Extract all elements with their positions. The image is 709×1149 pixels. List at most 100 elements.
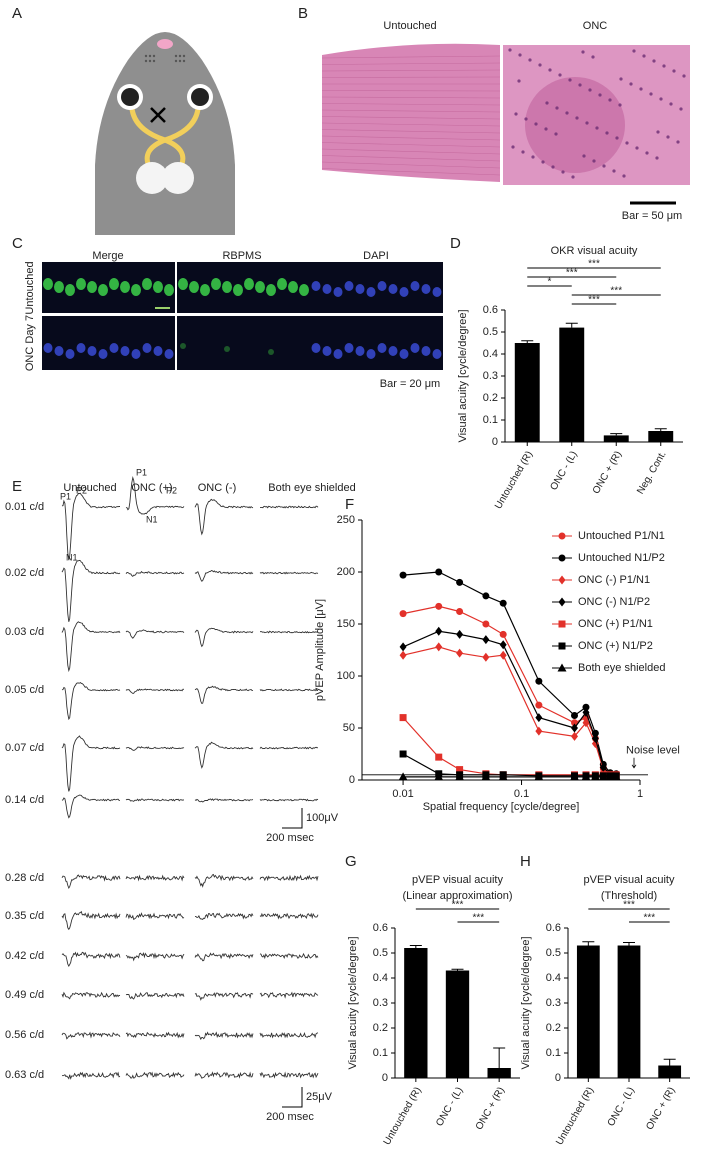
cell: [87, 281, 97, 293]
y-tick-label: 0: [349, 774, 355, 786]
vep-trace: [125, 746, 185, 751]
x-tick-label: 0.01: [392, 788, 413, 800]
nucleus: [662, 64, 666, 68]
significance-label: ***: [588, 295, 600, 306]
bar: [648, 431, 674, 442]
cell: [299, 284, 309, 296]
significance-label: ***: [472, 913, 484, 924]
nucleus: [565, 111, 569, 115]
nucleus: [582, 154, 586, 158]
marker: [435, 642, 443, 652]
whisker-dot: [182, 54, 186, 58]
nucleus: [514, 112, 518, 116]
row-label: 0.49 c/d: [5, 989, 44, 1001]
vep-trace: [61, 991, 121, 1000]
cell: [233, 284, 243, 296]
marker: [590, 772, 600, 781]
vep-trace: [194, 798, 254, 803]
peak-label: P1: [136, 467, 147, 477]
cell: [153, 281, 163, 293]
marker: [435, 568, 443, 576]
panel-label: B: [298, 5, 308, 22]
nucleus: [109, 343, 119, 353]
y-tick-label: 0.3: [483, 370, 498, 382]
bar: [576, 945, 600, 1078]
nucleus: [142, 343, 152, 353]
panel-label: F: [345, 496, 354, 513]
nucleus: [659, 97, 663, 101]
y-tick-label: 0.3: [546, 997, 561, 1009]
x-tick-label: 0.1: [514, 788, 529, 800]
significance-label: *: [548, 277, 552, 288]
error-bar: [521, 340, 534, 343]
nucleus: [322, 346, 332, 356]
significance-label: ***: [588, 259, 600, 270]
y-tick-label: 0.1: [373, 1047, 388, 1059]
panel-label: G: [345, 853, 357, 870]
marker: [558, 642, 566, 650]
y-tick-label: 0.4: [483, 348, 498, 360]
whisker-dot: [144, 59, 148, 63]
nucleus: [366, 349, 376, 359]
x-tick-label: 1: [637, 788, 643, 800]
nucleus: [615, 136, 619, 140]
cell: [120, 281, 130, 293]
vep-trace: [194, 1071, 254, 1079]
nucleus: [655, 156, 659, 160]
tissue-streak: [321, 69, 501, 72]
marker: [399, 571, 407, 579]
nucleus: [541, 160, 545, 164]
marker: [499, 650, 507, 660]
nucleus: [377, 343, 387, 353]
column-title: Both eye shielded: [268, 482, 355, 494]
nucleus: [511, 145, 515, 149]
chart-title: pVEP visual acuity: [412, 874, 503, 886]
tissue-streak: [321, 129, 501, 134]
y-tick-label: 0: [492, 436, 498, 448]
tissue-streak: [321, 90, 501, 92]
y-tick-label: 0: [382, 1072, 388, 1084]
x-tick-label: Neg. Cont.: [635, 449, 668, 496]
marker: [435, 602, 443, 610]
vep-trace: [259, 571, 319, 575]
row-label: 0.02 c/d: [5, 567, 44, 579]
y-tick-label: 250: [337, 514, 355, 526]
vep-trace: [125, 1031, 185, 1039]
cell: [200, 284, 210, 296]
cell: [180, 343, 186, 349]
marker: [399, 750, 407, 758]
bar: [404, 948, 428, 1078]
row-label: 0.35 c/d: [5, 910, 44, 922]
nucleus: [43, 343, 53, 353]
bar: [487, 1068, 511, 1078]
marker: [434, 772, 444, 781]
marker: [535, 701, 543, 709]
annotation: Noise level: [626, 745, 680, 757]
y-tick-label: 0.3: [373, 997, 388, 1009]
nucleus: [656, 130, 660, 134]
vep-trace: [259, 1032, 319, 1039]
y-axis-label: Visual acuity [cycle/degree]: [520, 936, 532, 1069]
cell: [268, 349, 274, 355]
nucleus: [645, 151, 649, 155]
cell: [178, 278, 188, 290]
nucleus: [575, 116, 579, 120]
significance-label: ***: [623, 900, 635, 911]
y-tick-label: 0.5: [483, 326, 498, 338]
y-tick-label: 0: [555, 1072, 561, 1084]
legend-label: Untouched P1/N1: [578, 530, 665, 542]
vep-trace: [194, 498, 254, 536]
nucleus: [635, 146, 639, 150]
marker: [482, 635, 490, 645]
vep-trace: [125, 570, 185, 578]
y-tick-label: 200: [337, 566, 355, 578]
nucleus: [76, 343, 86, 353]
bar: [617, 945, 641, 1078]
nucleus: [561, 170, 565, 174]
vep-trace: [125, 688, 185, 694]
vep-trace: [61, 621, 121, 673]
nucleus: [534, 122, 538, 126]
bar: [658, 1065, 682, 1078]
tissue-streak: [321, 122, 501, 127]
vep-trace: [61, 559, 121, 622]
